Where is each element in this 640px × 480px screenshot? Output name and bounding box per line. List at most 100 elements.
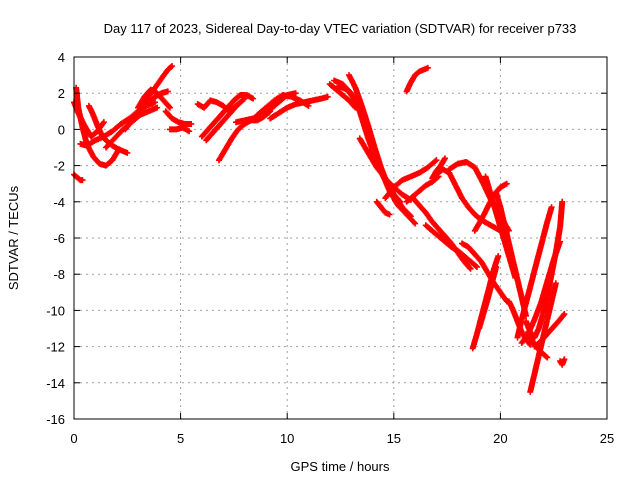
data-point-segment	[235, 96, 247, 108]
data-point	[154, 104, 161, 111]
series-track-6	[103, 104, 161, 151]
series-track-39	[514, 204, 555, 341]
data-point-segment	[499, 231, 510, 251]
series-track-27	[410, 195, 474, 272]
data-point-segment	[557, 312, 567, 323]
data-point-segment	[371, 144, 384, 169]
series-track-44	[525, 329, 551, 361]
data-point	[124, 149, 131, 156]
data-point-segment	[103, 136, 117, 151]
data-point-segment	[531, 354, 542, 377]
data-point-segment	[420, 65, 430, 73]
data-point-segment	[228, 127, 241, 142]
data-point-segment	[390, 178, 405, 191]
data-point-segment	[358, 102, 371, 128]
y-axis-label: SDTVAR / TECUs	[6, 185, 21, 290]
data-point-segment	[365, 149, 379, 170]
data-point-segment	[429, 218, 441, 231]
x-tick-label: 0	[70, 431, 77, 446]
data-point-segment	[497, 289, 509, 304]
series-track-25	[373, 198, 393, 218]
data-point-segment	[544, 205, 555, 225]
data-point-segment	[535, 236, 546, 258]
series-track-43	[531, 311, 568, 350]
data-point-segment	[416, 183, 428, 194]
series-track-9	[132, 88, 171, 118]
data-point	[433, 157, 440, 164]
y-tick-label: -10	[46, 303, 65, 318]
x-tick-label: 25	[600, 431, 614, 446]
data-point-segment	[230, 92, 243, 104]
data-point-segment	[390, 191, 403, 204]
y-tick-labels: -16 -14 -12 -10 -8 -6 -4 -2 0 2 4	[46, 50, 65, 427]
data-point-segment	[228, 102, 241, 115]
data-point-segment	[216, 116, 228, 129]
data-point	[412, 220, 419, 227]
data-point-segment	[461, 258, 473, 271]
data-point-segment	[90, 153, 102, 166]
data-point-segment	[164, 64, 174, 73]
data-point-segment	[544, 324, 556, 337]
data-point-segment	[557, 200, 566, 231]
data-point-segment	[75, 104, 86, 130]
data-point-segment	[491, 202, 501, 222]
data-point-segment	[365, 122, 378, 150]
data-point-segment	[454, 247, 467, 259]
data-point-segment	[343, 86, 358, 103]
y-tick-label: -2	[53, 159, 65, 174]
data-point-segment	[471, 164, 486, 186]
data-point-segment	[471, 251, 484, 264]
data-point	[79, 177, 86, 184]
series-track-7	[122, 63, 176, 133]
data-point-segment	[552, 225, 563, 256]
data-point-segment	[254, 105, 268, 118]
data-point-segment	[433, 163, 443, 174]
x-tick-labels: 0 5 10 15 20 25	[70, 431, 614, 446]
data-point-segment	[435, 225, 448, 239]
data-point-segment	[410, 195, 422, 208]
y-tick-label: -6	[53, 231, 65, 246]
data-point-segment	[205, 120, 217, 133]
data-point	[503, 180, 510, 187]
chart-title: Day 117 of 2023, Sidereal Day-to-day VTE…	[104, 21, 577, 36]
y-tick-label: 4	[58, 50, 65, 65]
data-point-segment	[537, 349, 550, 360]
data-point	[397, 198, 404, 205]
data-point-segment	[326, 81, 339, 92]
data-point-segment	[160, 97, 172, 110]
x-tick-label: 15	[387, 431, 401, 446]
data-point	[544, 354, 551, 361]
data-point-segment	[356, 135, 371, 155]
data-point-segment	[132, 105, 145, 118]
data-point-segment	[262, 98, 277, 111]
data-point	[493, 263, 500, 270]
data-point-segment	[527, 372, 538, 395]
data-point	[561, 356, 568, 363]
data-point-segment	[218, 105, 230, 118]
data-point-segment	[346, 97, 358, 110]
axis-ticks	[73, 56, 608, 420]
series-track-2	[71, 171, 86, 184]
y-tick-label: 0	[58, 122, 65, 137]
data-point-segment	[382, 209, 392, 217]
series-track-13	[198, 92, 257, 140]
data-point	[324, 93, 331, 100]
data-point	[100, 119, 107, 126]
y-tick-label: 2	[58, 86, 65, 101]
y-tick-label: -4	[53, 195, 65, 210]
data-point-segment	[493, 189, 503, 209]
data-point-segment	[139, 100, 151, 111]
series-track-45	[557, 356, 568, 368]
y-tick-label: -12	[46, 340, 65, 355]
y-tick-label: -16	[46, 412, 65, 427]
data-point-segment	[373, 164, 388, 181]
series-track-18	[267, 93, 331, 122]
series-track-41	[523, 198, 566, 341]
data-point-segment	[537, 332, 550, 345]
data-point-segment	[422, 222, 435, 233]
data-point-segment	[333, 86, 345, 98]
data-point-segment	[267, 100, 281, 113]
data-point-segment	[442, 233, 454, 246]
